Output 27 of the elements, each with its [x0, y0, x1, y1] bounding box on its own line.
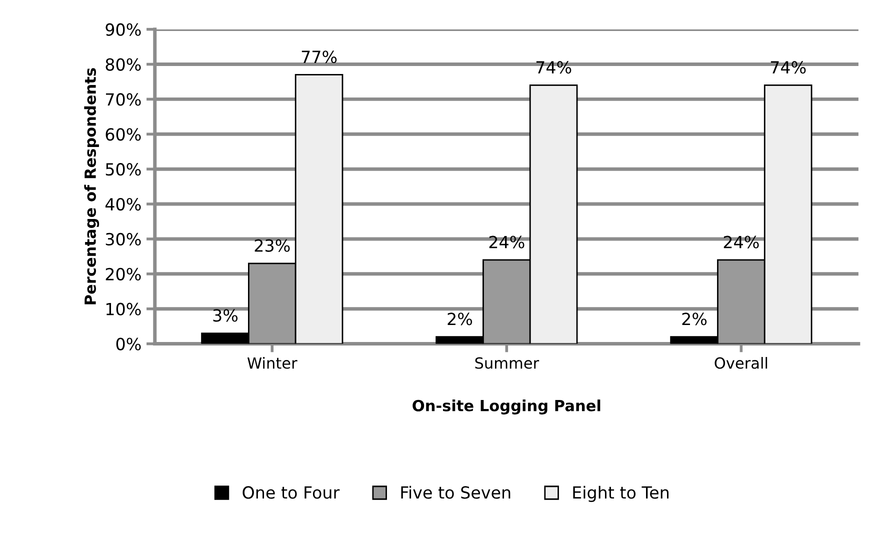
text: 77% — [302, 50, 337, 64]
text: 3% — [213, 309, 238, 322]
legend-label: One to Four — [242, 486, 340, 499]
x-tick-label: Summer — [475, 357, 540, 369]
text: 2% — [448, 312, 472, 326]
text: 2% — [682, 312, 707, 326]
y-tick-label: 40% — [105, 198, 141, 211]
y-tick-label: 50% — [106, 163, 141, 176]
text: 74% — [770, 61, 806, 74]
y-tick-label: 10% — [106, 302, 141, 316]
y-tick-label: 80% — [106, 58, 141, 71]
y-tick-label: 0% — [116, 338, 141, 350]
x-axis-title: On-site Logging Panel — [412, 400, 600, 414]
x-tick-label: Winter — [247, 356, 298, 369]
y-tick-label: 70% — [106, 93, 141, 106]
y-axis-title: Percentage of Respondents — [84, 68, 100, 304]
text: 23% — [254, 239, 290, 252]
y-tick-label: 20% — [106, 268, 141, 280]
y-tick-label: 90% — [106, 23, 141, 36]
legend-label: Eight to Ten — [573, 486, 668, 502]
y-tick-label: 60% — [106, 128, 141, 141]
text: 74% — [536, 61, 572, 74]
legend-label: Five to Seven — [401, 486, 510, 499]
x-tick-label: Overall — [714, 356, 768, 369]
y-tick-label: 30% — [106, 232, 141, 246]
text: 24% — [724, 236, 759, 248]
text: 24% — [489, 236, 524, 248]
